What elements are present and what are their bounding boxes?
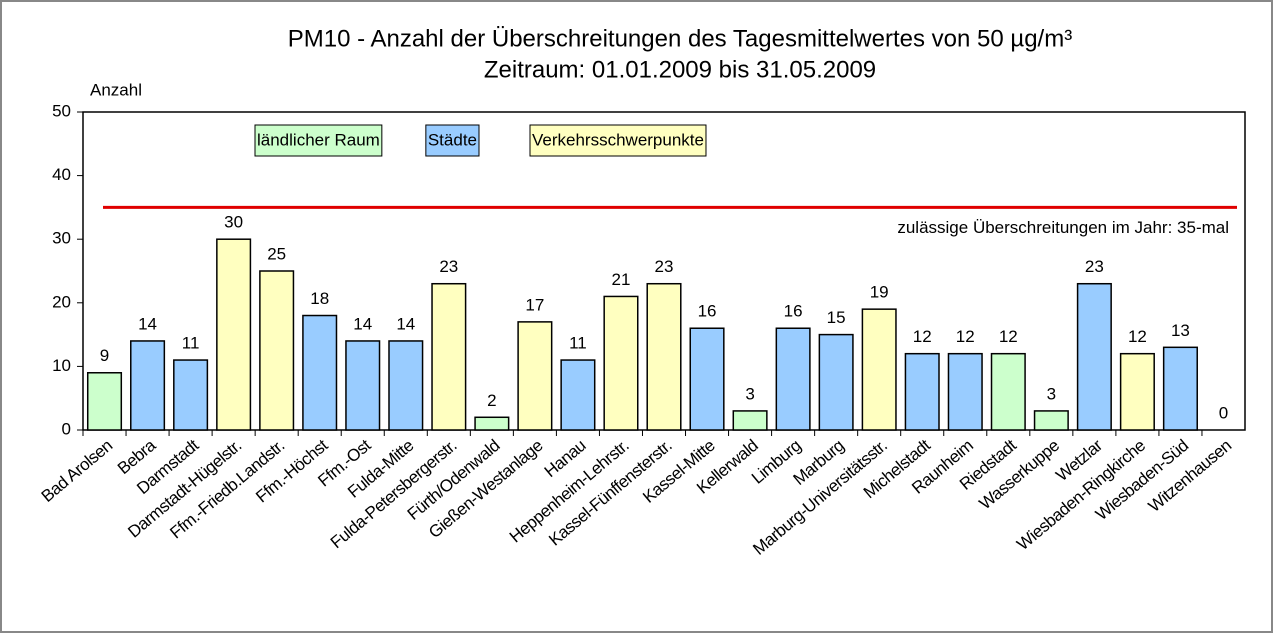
data-label: 17	[525, 295, 544, 314]
legend-box	[529, 124, 707, 157]
bar	[990, 352, 1026, 431]
data-label: 12	[913, 327, 932, 346]
data-label: 23	[1085, 257, 1104, 276]
bar	[259, 270, 295, 431]
bar	[1119, 352, 1155, 431]
y-tick-label: 40	[52, 165, 71, 184]
data-label: 25	[267, 244, 286, 263]
data-label: 0	[1219, 403, 1228, 422]
chart-title: PM10 - Anzahl der Überschreitungen des T…	[288, 25, 1072, 52]
data-label: 16	[698, 302, 717, 321]
bar	[86, 372, 123, 431]
data-label: 21	[612, 270, 631, 289]
bar	[130, 340, 166, 431]
bar	[1076, 282, 1112, 431]
legend-label: ländlicher Raum	[257, 130, 380, 149]
bar	[431, 282, 467, 431]
data-label: 3	[1047, 384, 1056, 403]
legend-box	[254, 124, 383, 157]
data-label: 14	[396, 314, 415, 333]
y-tick-label: 50	[52, 101, 71, 120]
data-label: 15	[827, 308, 846, 327]
bar	[474, 416, 510, 431]
data-label: 11	[569, 334, 587, 353]
bar	[1162, 346, 1198, 431]
legend-label: Verkehrsschwerpunkte	[532, 130, 704, 149]
y-tick-label: 30	[52, 229, 71, 248]
data-label: 3	[745, 384, 754, 403]
bar	[173, 359, 209, 431]
bar	[861, 308, 897, 431]
bar	[517, 321, 553, 431]
bar	[560, 359, 596, 431]
y-tick-label: 10	[52, 356, 71, 375]
data-label: 12	[956, 327, 975, 346]
data-label: 9	[100, 346, 109, 365]
data-label: 12	[999, 327, 1018, 346]
data-label: 12	[1128, 327, 1147, 346]
data-label: 14	[353, 314, 372, 333]
y-tick-label: 0	[62, 419, 71, 438]
data-label: 23	[655, 257, 674, 276]
data-label: 13	[1171, 321, 1190, 340]
legend-box	[425, 124, 480, 157]
threshold-label: zulässige Überschreitungen im Jahr: 35-m…	[897, 218, 1229, 237]
y-axis-label: Anzahl	[90, 80, 142, 99]
bar	[904, 352, 940, 431]
bar	[775, 327, 811, 431]
bar	[818, 333, 854, 431]
chart-subtitle: Zeitraum: 01.01.2009 bis 31.05.2009	[484, 56, 876, 83]
bar	[1033, 410, 1069, 431]
legend-label: Städte	[428, 130, 477, 149]
bar	[345, 340, 381, 431]
bar	[603, 295, 639, 431]
data-label: 23	[439, 257, 458, 276]
data-label: 2	[487, 391, 496, 410]
data-label: 30	[224, 213, 243, 232]
bar	[388, 340, 424, 431]
data-label: 14	[138, 314, 157, 333]
bar	[216, 238, 252, 431]
bar	[646, 282, 682, 431]
bar	[302, 314, 338, 431]
data-label: 11	[182, 334, 200, 353]
bar	[947, 352, 983, 431]
bar	[732, 410, 768, 431]
data-label: 18	[310, 289, 329, 308]
data-label: 19	[870, 283, 889, 302]
data-label: 16	[784, 302, 803, 321]
y-tick-label: 20	[52, 292, 71, 311]
bar	[689, 327, 725, 431]
